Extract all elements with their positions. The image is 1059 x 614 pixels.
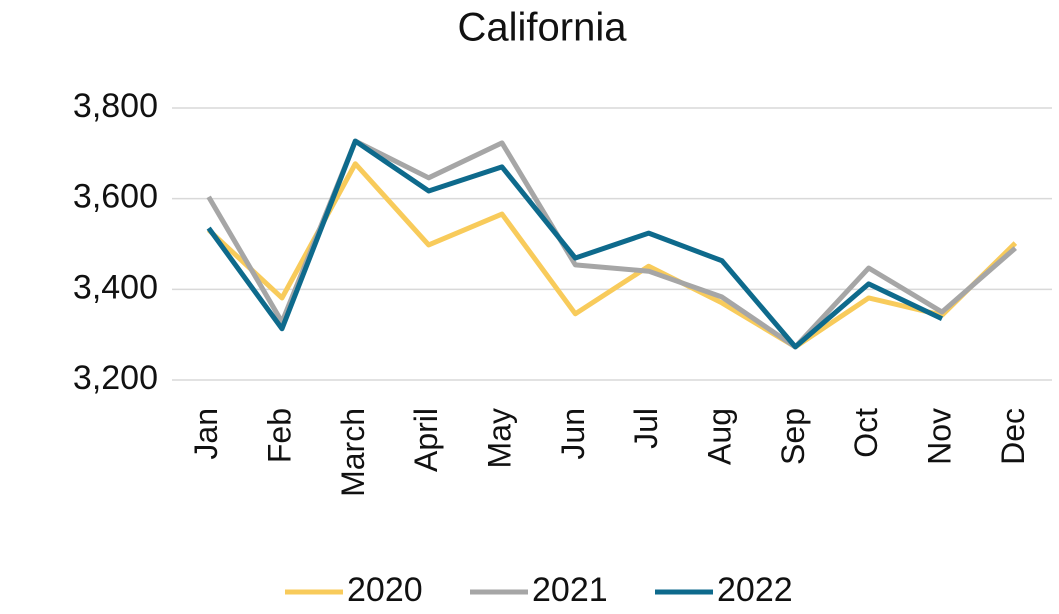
x-tick-label: Aug (701, 408, 737, 465)
x-tick-label: May (481, 408, 517, 468)
legend-label: 2022 (717, 571, 793, 609)
x-tick-label: Dec (995, 408, 1031, 465)
x-tick-label: April (408, 408, 444, 472)
chart-title: California (458, 6, 628, 50)
legend-label: 2020 (347, 571, 423, 609)
series-line (206, 138, 944, 350)
y-tick-label: 3,400 (73, 268, 158, 306)
y-tick-label: 3,800 (73, 87, 158, 125)
x-tick-label: Nov (921, 408, 957, 465)
series-line (206, 161, 1018, 350)
x-tick-label: Oct (848, 408, 884, 458)
y-tick-label: 3,200 (73, 359, 158, 397)
x-tick-label: March (335, 408, 371, 497)
x-tick-label: Sep (775, 408, 811, 465)
x-tick-label: Jun (555, 408, 591, 460)
x-tick-label: Jul (628, 408, 664, 449)
x-tick-label: Jan (188, 408, 224, 460)
x-tick-label: Feb (261, 408, 297, 463)
y-tick-label: 3,600 (73, 178, 158, 216)
legend-label: 2021 (532, 571, 608, 609)
